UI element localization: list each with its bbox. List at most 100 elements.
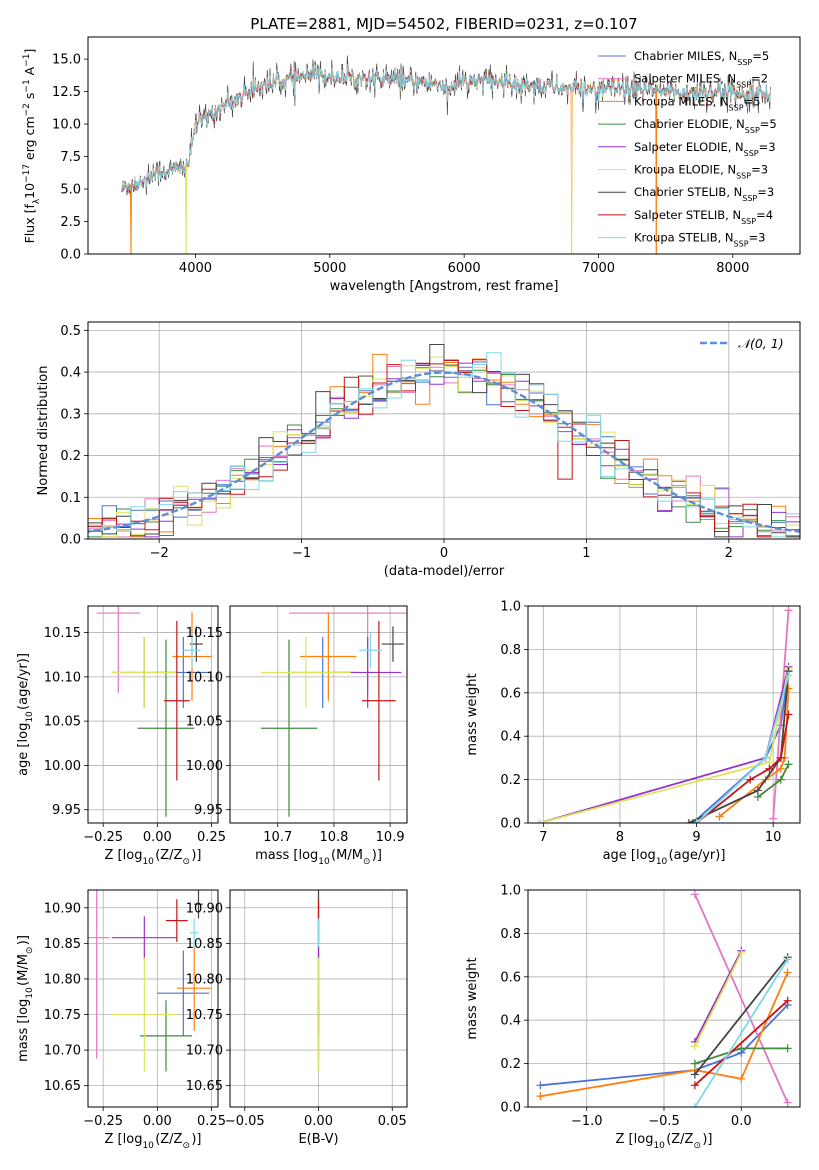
mass-weight-marker (776, 775, 785, 784)
label-text: E(B-V) (298, 1132, 338, 1147)
label-text: −17 (22, 164, 32, 183)
label-script: 10 (142, 857, 154, 867)
x-tick-label: 0 (440, 546, 448, 561)
plot-area (535, 606, 793, 823)
mass-weight-line (694, 1000, 789, 1086)
errorbar-point (140, 1000, 192, 1072)
legend-subscript: SSP (742, 194, 757, 203)
y-tick-label: 0.5 (60, 324, 81, 339)
x-tick-label: 7 (539, 830, 547, 845)
x-tick-label: −0.25 (83, 830, 123, 845)
x-tick-label: 9 (692, 830, 700, 845)
y-tick-label: 0.2 (500, 773, 521, 788)
legend-tail: =3 (757, 185, 774, 199)
plot-area (96, 606, 212, 817)
mass-weight-marker (690, 1070, 699, 1079)
spectrum-line (121, 64, 771, 191)
mass-vs-age-panel: 10.7 10.8 10.9 9.95 10.00 10.05 10.10 10.15 mass… (186, 605, 408, 867)
x-tick-label: 5000 (313, 261, 346, 276)
y-tick-label: 0.4 (60, 366, 81, 381)
mass-weight-line (694, 950, 743, 1043)
y-tick-label: 12.5 (52, 85, 81, 100)
label-text: −1 (22, 79, 32, 92)
x-tick-label: 0.05 (378, 1114, 407, 1129)
y-tick-label: 10.10 (44, 670, 81, 685)
y-tick-label: 10.90 (186, 901, 223, 916)
x-tick-label: −1 (292, 546, 311, 561)
y-tick-label: 2.5 (60, 215, 81, 230)
x-axis-label: mass [log10 (M/M⊙ )] (255, 848, 382, 867)
spectrum-panel: 4000 5000 6000 7000 8000 0.0 2.5 5.0 7.5 10.0 12.5… (22, 15, 801, 294)
errorbar-point (137, 639, 195, 817)
errorbar-point (359, 632, 382, 668)
errorbar-point (260, 639, 318, 817)
mass-weight-marker (690, 890, 699, 899)
label-script: ⊙ (182, 857, 190, 867)
y-tick-label: 10.65 (44, 1079, 81, 1094)
mass-weight-marker (737, 1044, 746, 1053)
legend-entry: Salpeter ELODIE, NSSP=3 (634, 140, 776, 158)
z-vs-mass-panel: −0.25 0.00 0.25 10.65 10.70 10.75 10.80 10.85 10… (16, 889, 226, 1151)
mass-weight-line (540, 1004, 789, 1087)
x-axis-label: age [log10 (age/yr)] (603, 848, 726, 867)
x-axis-label: Z [log10 (Z/Z⊙ )] (105, 848, 202, 867)
x-axis-label: (data-model)/error (384, 564, 505, 579)
mass-weight-marker (783, 968, 792, 977)
axes-frame (87, 889, 219, 1108)
mass-weight-marker (761, 753, 770, 762)
label-text: (M/M (331, 848, 363, 863)
legend-subscript: SSP (729, 103, 744, 112)
legend-entry: 𝒩(0, 1) (738, 336, 784, 351)
label-text: wavelength [Angstrom, rest frame] (330, 279, 559, 294)
legend-subscript: SSP (734, 239, 749, 248)
label-text: ] (22, 49, 37, 54)
legend-subscript: SSP (745, 126, 760, 135)
y-tick-label: 10.75 (44, 1008, 81, 1023)
label-text: s (22, 93, 37, 104)
y-tick-label: 0.0 (500, 1101, 521, 1116)
y-tick-label: 9.95 (194, 803, 223, 818)
mass-weight-line (539, 668, 790, 823)
label-text: 10 (22, 183, 37, 199)
mass-weight-line (694, 958, 789, 1107)
x-tick-label: 0.25 (197, 1114, 226, 1129)
y-tick-label: 0.0 (500, 817, 521, 832)
y-tick-label: 0.2 (60, 449, 81, 464)
legend: Chabrier MILES, NSSP=5 Salpeter MILES, NS… (598, 49, 777, 248)
legend-entry: Chabrier ELODIE, NSSP=5 (634, 117, 777, 135)
label-text: mass weight (465, 673, 480, 755)
mass-weight-line (539, 666, 790, 823)
x-axis-label: E(B-V) (298, 1132, 338, 1147)
y-tick-label: 7.5 (60, 150, 81, 165)
legend-entry: Chabrier STELIB, NSSP=3 (634, 185, 774, 203)
errorbar-point (176, 945, 212, 1031)
label-text: mass weight (465, 957, 480, 1039)
legend-tail: =3 (751, 163, 768, 177)
y-tick-label: 0.6 (500, 686, 521, 701)
y-tick-label: 10.00 (186, 759, 223, 774)
legend-tail: =4 (756, 208, 773, 222)
x-tick-label: 8000 (716, 261, 749, 276)
mass-weight-marker (737, 948, 746, 957)
errorbar-point (183, 632, 201, 668)
residual-histogram-panel: −2 −1 0 1 2 0.0 0.1 0.2 0.3 0.4 0.5 (data-model)/er… (36, 321, 801, 579)
x-tick-label: 6000 (448, 261, 481, 276)
mass-weight-marker (784, 684, 793, 693)
x-axis-label: Z [log10 (Z/Z⊙ )] (616, 1132, 713, 1151)
y-tick-label: 15.0 (52, 53, 81, 68)
x-tick-label: 10.9 (376, 830, 405, 845)
mass-weight-marker (690, 1042, 699, 1051)
label-text: (age/yr)] (669, 848, 726, 863)
label-script: ⊙ (693, 1141, 701, 1151)
errorbar-point (88, 890, 110, 1059)
mass-weight-marker (753, 786, 762, 795)
legend-subscript: SSP (744, 148, 759, 157)
x-tick-label: 0.00 (304, 1114, 333, 1129)
mass-weight-line (694, 893, 789, 1104)
errorbar-point (194, 890, 203, 919)
y-tick-label: 0.6 (500, 970, 521, 985)
legend-subscript: SSP (736, 171, 751, 180)
legend: 𝒩(0, 1) (700, 336, 784, 351)
label-text: (data-model)/error (384, 564, 505, 579)
